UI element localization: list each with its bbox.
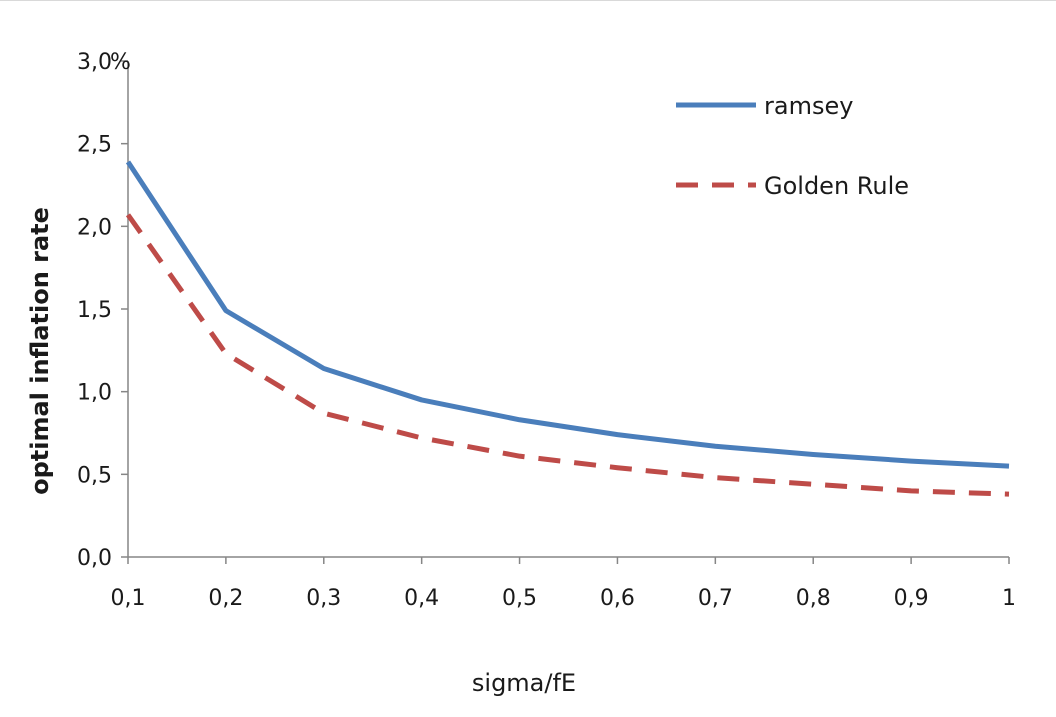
x-tick-label: 0,6	[600, 586, 635, 611]
y-tick-label: 2,5	[77, 133, 112, 158]
y-tick-label: 0,0	[77, 546, 112, 571]
legend-label: ramsey	[764, 92, 853, 120]
y-tick-label: 2,0	[77, 215, 112, 240]
y-tick-label: 3,0	[77, 50, 112, 75]
legend-label: Golden Rule	[764, 172, 909, 200]
y-tick-label: 0,5	[77, 463, 112, 488]
x-tick-label: 1	[1002, 586, 1016, 611]
series-layer	[125, 160, 1010, 497]
legend: ramsey Golden Rule	[676, 92, 909, 200]
y-axis-unit: %	[110, 50, 131, 75]
x-tick-label: 0,1	[111, 586, 146, 611]
x-tick-label: 0,2	[208, 586, 243, 611]
y-axis-title: optimal inflation rate	[26, 207, 54, 495]
series-line-ramsey	[125, 160, 1010, 469]
x-tick-label: 0,8	[796, 586, 831, 611]
x-tick-label: 0,5	[502, 586, 537, 611]
series-line-golden-rule	[125, 213, 1010, 497]
tick-labels: 0,0 0,5 1,0 1,5 2,0 2,5 3,0 0,1 0,2 0,3 0,4 0,5 0,6 0…	[77, 50, 1016, 611]
x-axis-title: sigma/fE	[472, 669, 576, 697]
y-tick-label: 1,0	[77, 381, 112, 406]
x-tick-label: 0,3	[306, 586, 341, 611]
x-tick-label: 0,9	[894, 586, 929, 611]
x-tick-label: 0,7	[698, 586, 733, 611]
axes	[121, 60, 1010, 564]
y-tick-label: 1,5	[77, 298, 112, 323]
x-tick-label: 0,4	[404, 586, 439, 611]
